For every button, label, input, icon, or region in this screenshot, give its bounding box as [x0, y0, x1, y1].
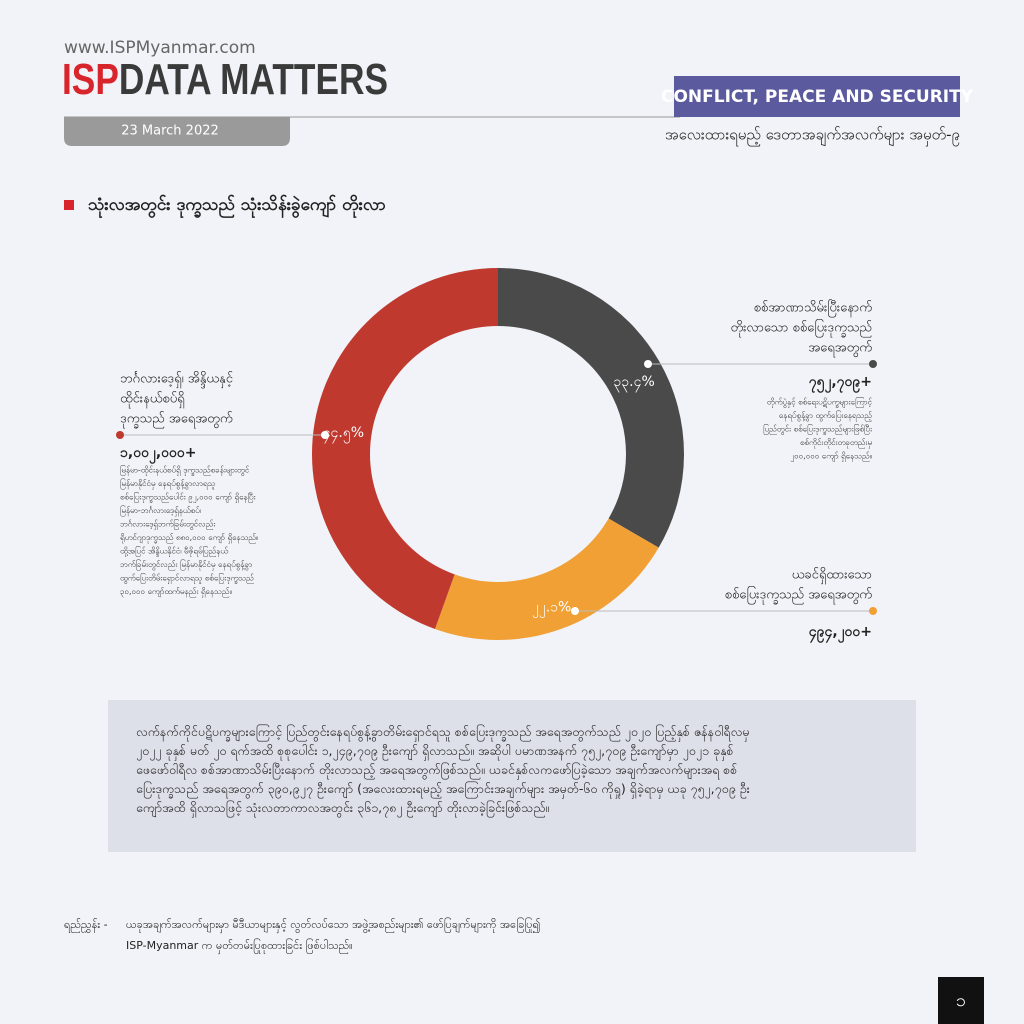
annotation-note: ရိုဟင်ဂျာဒုက္ခသည် ၈၈၀,၀၀၀ ကျော် ရှိနေသည်… — [120, 532, 258, 544]
annotation-note: နေရပ်စွန့်ခွာ ထွက်ပြေးနေရသည့် — [779, 410, 872, 422]
annotation-note: စစ်ကိုင်းတိုင်းတခုတည်းမှ — [800, 437, 872, 449]
leader-dot — [869, 360, 877, 368]
date-bar — [64, 117, 290, 146]
paragraph-line: ပြေးဒုက္ခသည် အရေအတွက် ၃၉၀,၉၂၇ ဦးကျော် (အ… — [136, 781, 750, 796]
donut-segment — [434, 518, 659, 641]
section-marker — [64, 200, 74, 210]
annotation-note: မြန်မာ-ဘင်္ဂလားဒေ့ရှ်နယ်စပ်၊ — [120, 505, 201, 517]
annotation-note: မြန်မာ-ထိုင်းနယ်စပ်ရှိ ဒုက္ခသည်စခန်းများ… — [120, 465, 249, 477]
leader-dot — [116, 431, 124, 439]
value-label: ၃၃.၄% — [613, 374, 654, 392]
donut-segment — [312, 268, 498, 630]
category-box — [674, 76, 960, 117]
annotation-note: ပြည်တွင်း စစ်ပြေးဒုက္ခသည်များဖြစ်ပြီး — [763, 424, 873, 436]
brand-accent: ISP — [62, 55, 119, 104]
summary-paragraph: လက်နက်ကိုင်ပဋိပက္ခများကြောင့် ပြည်တွင်းန… — [108, 700, 916, 852]
leader-dot — [321, 431, 329, 439]
value-label: ၂၂.၁% — [532, 600, 571, 618]
category: CONFLICT, PEACE AND SECURITY — [661, 87, 974, 107]
annotation-note: ၃၀,၀၀၀ ကျော်ထက်မနည်း ရှိနေသည်။ — [120, 586, 232, 598]
annotation-note: ထွက်ပြေးတိမ်းရှောင်လာရသူ စစ်ပြေးဒုက္ခသည် — [120, 573, 254, 585]
brand-name: DATA MATTERS — [119, 55, 388, 104]
donut-segment — [498, 268, 684, 548]
brand: ISPDATA MATTERS — [62, 55, 388, 104]
source-label: ရည်ညွှန်း - — [64, 918, 108, 933]
leader-dot — [869, 607, 877, 615]
annotation-note: ဘက်ခြမ်းတွင်လည်း မြန်မာနိုင်ငံမှ နေရပ်စွ… — [120, 559, 252, 571]
annotation-label: တိုးလာသော စစ်ပြေးဒုက္ခသည် — [730, 319, 872, 338]
annotation-label: ထိုင်းနယ်စပ်ရှိ — [120, 391, 185, 409]
annotation-label: ဒုက္ခသည် အရေအတွက် — [120, 411, 233, 429]
annotation-label: ယခင်ရှိထားသော — [792, 567, 872, 585]
annotation-note: တိုက်ပွဲနှင့် စစ်ရေးပဋိပက္ခများကြောင့် — [767, 397, 872, 409]
annotation-amount: ၄၉၄,၂၀၀+ — [809, 624, 872, 643]
value-label: ၄၄.၅% — [323, 425, 364, 443]
annotation-note: မြန်မာနိုင်ငံမှ နေရပ်စွန့်ခွာလာရသူ — [120, 478, 215, 490]
annotation-note: ဘင်္ဂလားဒေ့ရှ်ဘက်ခြမ်းတွင်လည်း — [120, 519, 216, 531]
leader-dot — [571, 607, 579, 615]
website: www.ISPMyanmar.com — [64, 38, 256, 58]
source-text: ယခုအချက်အလက်များမှာ မီဒီယာများနှင့် လွတ်… — [126, 917, 541, 933]
date: 23 March 2022 — [121, 124, 219, 139]
annotation-label: အရေအတွက် — [808, 340, 872, 358]
annotation-amount: ၁,၀၀၂,၀၀၀+ — [120, 445, 197, 464]
page-number-box — [938, 977, 984, 1024]
page-number: ၁ — [956, 990, 966, 1011]
section-title: သုံးလအတွင်း ဒုက္ခသည် သုံးသိန်းခွဲကျော် တ… — [87, 194, 386, 219]
paragraph-line: လက်နက်ကိုင်ပဋိပက္ခများကြောင့် ပြည်တွင်းန… — [136, 724, 750, 739]
annotation-note: ၂၀၀,၀၀၀ ကျော် ရှိနေသည်။ — [790, 451, 872, 463]
annotation-label: ဘင်္ဂလားဒေ့ရှ်၊ အိန္ဒိယနှင့် — [120, 371, 234, 389]
subtitle: အလေးထားရမည့် ဒေတာအချက်အလက်များ အမှတ်-၉ — [665, 126, 960, 147]
annotation-note: ထို့အပြင် အိန္ဒိယနိုင်ငံ၊ မီဇိုရမ်ပြည်နယ… — [120, 546, 228, 558]
paragraph-line: ဖေဖော်ဝါရီလ စစ်အာဏာသိမ်းပြီးနောက် တိုးလာ… — [136, 762, 738, 777]
annotation-label: စစ်ပြေးဒုက္ခသည် အရေအတွက် — [725, 586, 873, 605]
paragraph-line: ၂၀၂၂ ခုနှစ် မတ် ၂၀ ရက်အထိ စုစုပေါင်း ၁,၂… — [136, 743, 734, 758]
paragraph-line: ကျော်အထိ ရှိလာသဖြင့် သုံးလတာကာလအတွင်း ၃၆… — [136, 800, 550, 815]
source-text: ISP-Myanmar က မှတ်တမ်းပြုစုထားခြင်း ဖြစ်… — [126, 938, 353, 954]
leader-dot — [644, 360, 652, 368]
annotation-note: စစ်ပြေးဒုက္ခသည်ပေါင်း ၉၂,၀၀၀ ကျော် ရှိနေ… — [120, 492, 256, 504]
annotation-amount: ၇၅၂,၇၀၉+ — [809, 374, 872, 393]
annotation-label: စစ်အာဏာသိမ်းပြီးနောက် — [754, 300, 873, 318]
